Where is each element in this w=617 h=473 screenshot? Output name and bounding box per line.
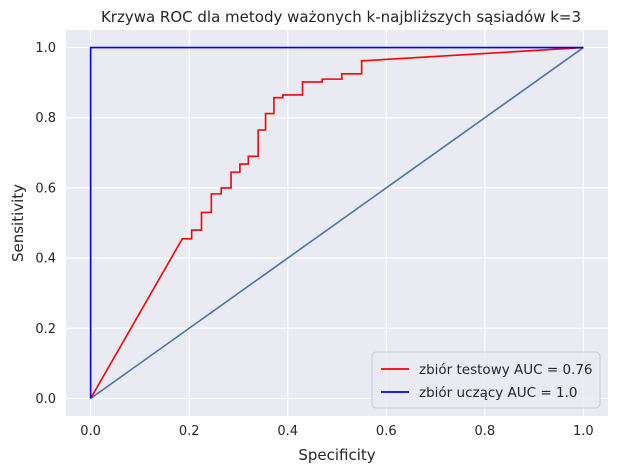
legend-box <box>371 351 601 409</box>
series-line-0 <box>89 46 584 399</box>
x-axis-label: Specificity <box>298 446 375 464</box>
y-axis-ticks: 0.0 0.2 0.4 0.6 0.8 1.0 <box>35 41 56 407</box>
legend: zbiór testowy AUC = 0.76 zbiór uczący AUC… <box>371 351 601 409</box>
x-tick-label: 0.0 <box>80 424 101 439</box>
y-axis-label: Sensitivity <box>9 184 27 262</box>
y-tick-label: 0.2 <box>35 322 56 337</box>
diagonal-reference-line <box>90 46 584 400</box>
x-tick-label: 0.6 <box>376 424 397 439</box>
y-tick-label: 0.6 <box>35 181 56 196</box>
y-tick-label: 1.0 <box>35 41 56 56</box>
legend-entry: zbiór testowy AUC = 0.76 <box>419 362 593 378</box>
x-tick-label: 0.8 <box>474 424 495 439</box>
x-tick-label: 0.4 <box>277 424 298 439</box>
y-tick-label: 0.4 <box>35 252 56 267</box>
y-tick-label: 0.0 <box>35 392 56 407</box>
series-group <box>89 46 584 400</box>
y-tick-label: 0.8 <box>35 111 56 126</box>
legend-entry: zbiór uczący AUC = 1.0 <box>419 385 577 401</box>
x-tick-label: 0.2 <box>179 424 200 439</box>
x-tick-label: 1.0 <box>573 424 594 439</box>
chart-title: Krzywa ROC dla metody ważonych k-najbliż… <box>101 8 581 26</box>
series-line-1 <box>89 46 584 399</box>
x-axis-ticks: 0.0 0.2 0.4 0.6 0.8 1.0 <box>80 424 593 439</box>
